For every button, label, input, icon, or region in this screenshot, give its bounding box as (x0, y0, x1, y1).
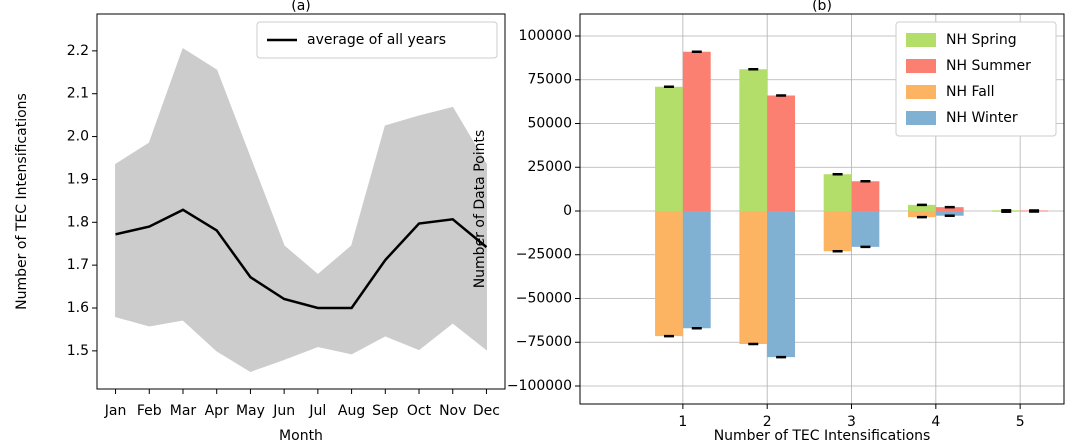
y-tick-label: −100000 (507, 378, 572, 394)
y-tick-label: −75000 (516, 334, 572, 350)
x-tick-label: Feb (137, 403, 162, 419)
x-tick-label: 1 (678, 414, 687, 430)
legend-label: NH Winter (946, 110, 1018, 126)
x-axis-label: Month (279, 428, 323, 444)
y-tick-label: 1.9 (67, 171, 89, 187)
y-tick-label: 1.6 (67, 300, 89, 316)
x-tick-label: Apr (205, 403, 229, 419)
y-tick-label: −50000 (516, 290, 572, 306)
y-tick-label: 0 (563, 203, 572, 219)
bar (655, 210, 683, 337)
x-tick-label: Dec (473, 403, 500, 419)
y-tick-label: 75000 (527, 72, 572, 88)
legend-swatch (906, 111, 936, 125)
legend-label: NH Summer (946, 58, 1031, 74)
bar (767, 95, 796, 211)
legend-label: NH Spring (946, 32, 1017, 48)
x-tick-label: 2 (763, 414, 772, 430)
y-tick-label: −25000 (516, 247, 572, 263)
bar (739, 69, 768, 211)
line (115, 208, 488, 310)
y-tick-label: 1.8 (67, 214, 89, 230)
bar (767, 210, 796, 358)
x-tick-label: 4 (931, 414, 940, 430)
bar (823, 210, 852, 252)
plot-frame (579, 13, 1065, 405)
x-tick-label: Mar (170, 403, 197, 419)
y-tick-label: 2.2 (67, 43, 89, 59)
bar (682, 51, 711, 211)
y-tick-label: 1.7 (67, 257, 89, 273)
y-tick-label: 1.5 (67, 343, 89, 359)
legend-swatch (906, 85, 936, 99)
x-tick-label: Oct (407, 403, 432, 419)
bar (682, 210, 711, 329)
band-area (115, 47, 487, 372)
y-tick-label: 25000 (527, 159, 572, 175)
bar (935, 207, 964, 211)
bar (935, 210, 964, 216)
bar (851, 181, 880, 211)
x-tick-label: Nov (439, 403, 466, 419)
x-tick-label: Jun (272, 403, 295, 419)
legend-label: NH Fall (946, 84, 995, 100)
x-tick-label: May (236, 403, 265, 419)
chart-title: (a) (291, 0, 311, 14)
plot-frame (96, 13, 506, 390)
legend-box (256, 21, 498, 59)
bar (655, 86, 683, 211)
bar (739, 210, 768, 344)
x-tick-label: Sep (372, 403, 399, 419)
legend-swatch (906, 59, 936, 73)
bar (851, 210, 880, 247)
x-tick-label: Jan (104, 403, 127, 419)
bar (908, 204, 936, 211)
bar (823, 174, 852, 211)
y-tick-label: 2.1 (67, 86, 89, 102)
y-axis-label: Number of Data Points (472, 130, 488, 289)
legend-swatch (906, 33, 936, 47)
x-axis-label: Number of TEC Intensifications (714, 428, 931, 444)
x-tick-label: Aug (338, 403, 365, 419)
y-tick-label: 100000 (519, 28, 572, 44)
bar (908, 210, 936, 218)
x-tick-label: 5 (1016, 414, 1025, 430)
y-axis-label: Number of TEC Intensifications (14, 93, 30, 310)
legend-box (895, 21, 1057, 137)
legend-label: average of all years (307, 32, 446, 48)
y-tick-label: 50000 (527, 115, 572, 131)
x-tick-label: 3 (847, 414, 856, 430)
chart-title: (b) (812, 0, 832, 14)
y-tick-label: 2.0 (67, 129, 89, 145)
x-tick-label: Jul (308, 403, 326, 419)
